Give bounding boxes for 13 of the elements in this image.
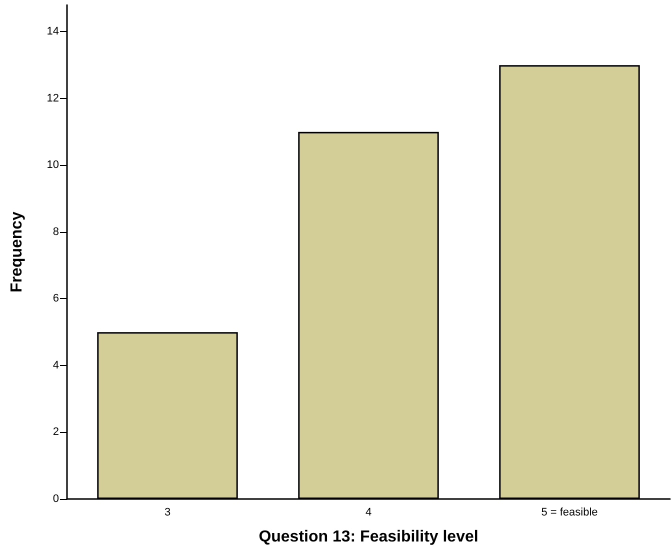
x-tick-label: 5 = feasible xyxy=(541,506,598,518)
x-axis-title: Question 13: Feasibility level xyxy=(258,528,478,546)
y-axis-title: Frequency xyxy=(8,211,26,292)
y-tick-label: 0 xyxy=(52,493,59,505)
y-tick-label: 10 xyxy=(46,159,59,172)
y-tick-label: 2 xyxy=(52,426,59,438)
x-tick-label: 4 xyxy=(365,506,372,518)
y-tick-label: 14 xyxy=(46,26,59,38)
y-tick-label: 4 xyxy=(52,359,59,372)
y-tick-label: 6 xyxy=(52,292,59,305)
x-tick-label: 3 xyxy=(164,506,171,518)
y-tick-label: 8 xyxy=(52,226,59,238)
y-tick-label: 12 xyxy=(46,92,59,104)
